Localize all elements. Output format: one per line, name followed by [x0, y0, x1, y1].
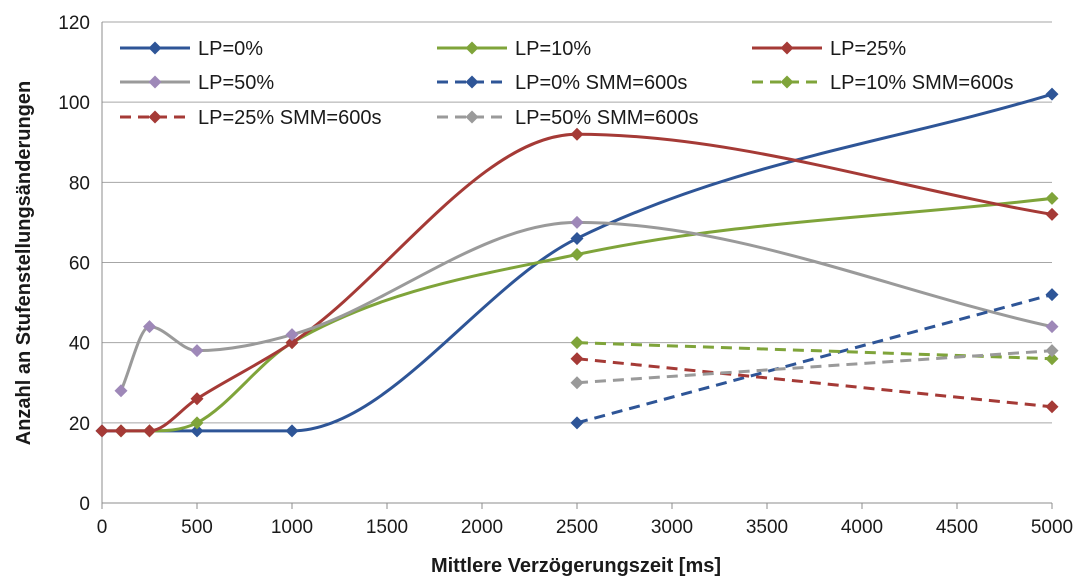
data-point	[570, 215, 584, 229]
legend-marker	[780, 41, 794, 55]
series-lp-25-smm-600s	[570, 352, 1059, 414]
legend-item: LP=10% SMM=600s	[752, 72, 1013, 94]
series-lp-0-smm-600s	[570, 288, 1059, 430]
data-point	[1045, 207, 1059, 221]
legend-marker	[148, 75, 162, 89]
legend-marker	[465, 110, 479, 124]
y-tick-label: 40	[69, 334, 90, 355]
data-point	[114, 384, 128, 398]
series-line	[119, 220, 1053, 392]
series-line	[576, 357, 1053, 409]
y-axis-title: Anzahl an Stufenstellungsänderungen	[13, 81, 35, 445]
legend-marker	[780, 75, 794, 89]
data-point	[143, 424, 156, 438]
series-layer	[95, 87, 1059, 438]
x-axis-title: Mittlere Verzögerungszeit [ms]	[431, 555, 721, 577]
series-line	[102, 132, 1053, 433]
legend-label: LP=0% SMM=600s	[515, 72, 687, 94]
legend-item: LP=25%	[752, 38, 906, 60]
series-line	[576, 349, 1053, 385]
x-tick-label: 4500	[936, 517, 978, 538]
y-tick-label: 120	[58, 13, 90, 34]
x-tick-label: 500	[181, 517, 213, 538]
legend-item: LP=10%	[437, 38, 591, 60]
series-lp-10-smm-600s	[570, 336, 1059, 366]
legend-label: LP=0%	[198, 38, 263, 60]
data-point	[95, 424, 109, 438]
data-point	[570, 336, 584, 350]
data-point	[114, 424, 128, 438]
legend-item: LP=25% SMM=600s	[120, 107, 381, 129]
legend-marker	[148, 41, 162, 55]
data-point	[570, 376, 584, 390]
legend-label: LP=25% SMM=600s	[198, 107, 381, 129]
data-point	[143, 320, 156, 334]
data-point	[1045, 400, 1059, 414]
data-point	[285, 328, 299, 342]
x-tick-label: 2000	[461, 517, 503, 538]
legend-item: LP=50% SMM=600s	[437, 107, 698, 129]
y-tick-label: 0	[79, 494, 90, 515]
series-line	[576, 293, 1053, 425]
legend-item: LP=50%	[120, 72, 274, 94]
data-point	[570, 352, 584, 366]
x-tick-label: 1000	[271, 517, 313, 538]
legend-marker	[465, 75, 479, 89]
data-point	[190, 392, 204, 406]
x-tick-label: 5000	[1031, 517, 1073, 538]
x-tick-label: 3500	[746, 517, 788, 538]
data-point	[190, 344, 204, 358]
data-point	[285, 336, 299, 350]
legend-label: LP=10%	[515, 38, 591, 60]
legend-label: LP=50% SMM=600s	[515, 107, 698, 129]
data-point	[1045, 352, 1059, 366]
data-point	[190, 416, 204, 430]
axes	[101, 22, 1053, 509]
data-point	[570, 416, 584, 430]
legend-item: LP=0% SMM=600s	[437, 72, 687, 94]
data-point	[570, 247, 584, 261]
series-lp-10	[114, 191, 1059, 438]
data-point	[1045, 320, 1059, 334]
data-point	[570, 127, 584, 141]
legend-label: LP=10% SMM=600s	[830, 72, 1013, 94]
legend-item: LP=0%	[120, 38, 263, 60]
x-tick-labels: 0 500 1000 1500 2000 2500 3000 3500 4000 4500 5000	[97, 517, 1073, 538]
y-tick-label: 20	[69, 414, 90, 435]
series-lp-50-smm-600s	[570, 344, 1059, 390]
y-tick-label: 100	[58, 93, 90, 114]
legend: LP=0% LP=10% LP=25% LP=50% LP=0% SMM=600s LP=…	[120, 38, 1013, 129]
data-point	[190, 424, 204, 438]
series-lp-50	[114, 215, 1059, 398]
data-point	[1045, 191, 1059, 205]
y-tick-label: 80	[69, 173, 90, 194]
data-point	[570, 231, 584, 245]
y-tick-label: 60	[69, 254, 90, 275]
y-tick-labels: 0 20 40 60 80 100 120	[58, 13, 90, 515]
legend-label: LP=50%	[198, 72, 274, 94]
legend-label: LP=25%	[830, 38, 906, 60]
data-point	[1045, 288, 1059, 302]
x-tick-label: 4000	[841, 517, 883, 538]
series-lp-25	[95, 127, 1059, 438]
legend-marker	[148, 110, 162, 124]
x-tick-label: 2500	[556, 517, 598, 538]
data-point	[285, 424, 299, 438]
x-tick-label: 3000	[651, 517, 693, 538]
legend-marker	[465, 41, 479, 55]
x-tick-label: 1500	[366, 517, 408, 538]
data-point	[1045, 87, 1059, 101]
series-line	[121, 196, 1053, 433]
x-tick-label: 0	[97, 517, 108, 538]
data-point	[1045, 344, 1059, 358]
